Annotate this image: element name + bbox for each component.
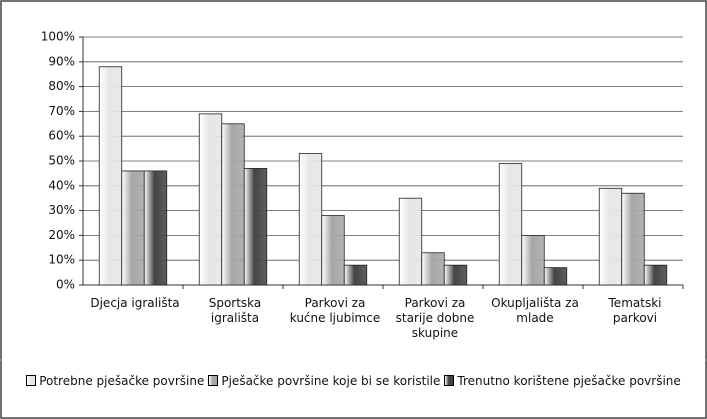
bar xyxy=(621,192,645,286)
x-tick-label: Okupljališta za mlade xyxy=(491,296,579,325)
x-tick-label: Djecja igrališta xyxy=(90,296,180,310)
bar xyxy=(198,113,223,286)
legend: Potrebne pješačke površine Pješačke površ… xyxy=(0,374,707,388)
legend-swatch xyxy=(26,375,37,386)
bar xyxy=(343,264,368,286)
legend-swatch xyxy=(444,375,455,386)
y-tick-label: 30% xyxy=(48,203,75,217)
bar xyxy=(298,153,323,286)
legend-swatch xyxy=(208,375,219,386)
y-tick-label: 70% xyxy=(48,104,75,118)
y-tick-label: 0% xyxy=(56,278,75,292)
legend-label: Trenutno korištene pješačke površine xyxy=(457,374,681,388)
y-tick-label: 100% xyxy=(41,30,75,44)
bar xyxy=(421,252,445,286)
x-tick-label: Parkovi za starije dobne skupine xyxy=(395,296,475,340)
y-tick-label: 20% xyxy=(48,228,75,242)
x-tick-label: Parkovi za kućne ljubimce xyxy=(289,296,381,325)
legend-item: Potrebne pješačke površine xyxy=(26,374,204,388)
bar xyxy=(521,234,545,286)
bar xyxy=(598,187,623,286)
x-tick-label: Sportska igrališta xyxy=(208,296,262,325)
bar xyxy=(443,264,468,286)
legend-item: Pješačke površine koje bi se koristile xyxy=(208,374,440,388)
legend-item: Trenutno korištene pješačke površine xyxy=(444,374,681,388)
bar xyxy=(398,197,423,286)
y-tick-label: 80% xyxy=(48,79,75,93)
bar xyxy=(498,163,523,286)
x-tick-label: Tematski parkovi xyxy=(608,296,662,325)
bar xyxy=(543,267,568,286)
bar xyxy=(243,168,268,286)
bar xyxy=(98,66,123,286)
bar xyxy=(121,170,145,286)
y-tick-label: 10% xyxy=(48,253,75,267)
bar xyxy=(643,264,668,286)
legend-label: Potrebne pješačke površine xyxy=(39,374,205,388)
y-tick-label: 50% xyxy=(48,154,75,168)
legend-label: Pješačke površine koje bi se koristile xyxy=(221,374,441,388)
y-tick-label: 40% xyxy=(48,178,75,192)
y-tick-label: 60% xyxy=(48,129,75,143)
bar xyxy=(143,170,168,286)
bar xyxy=(221,123,245,286)
bar xyxy=(321,215,345,286)
y-tick-label: 90% xyxy=(48,54,75,68)
